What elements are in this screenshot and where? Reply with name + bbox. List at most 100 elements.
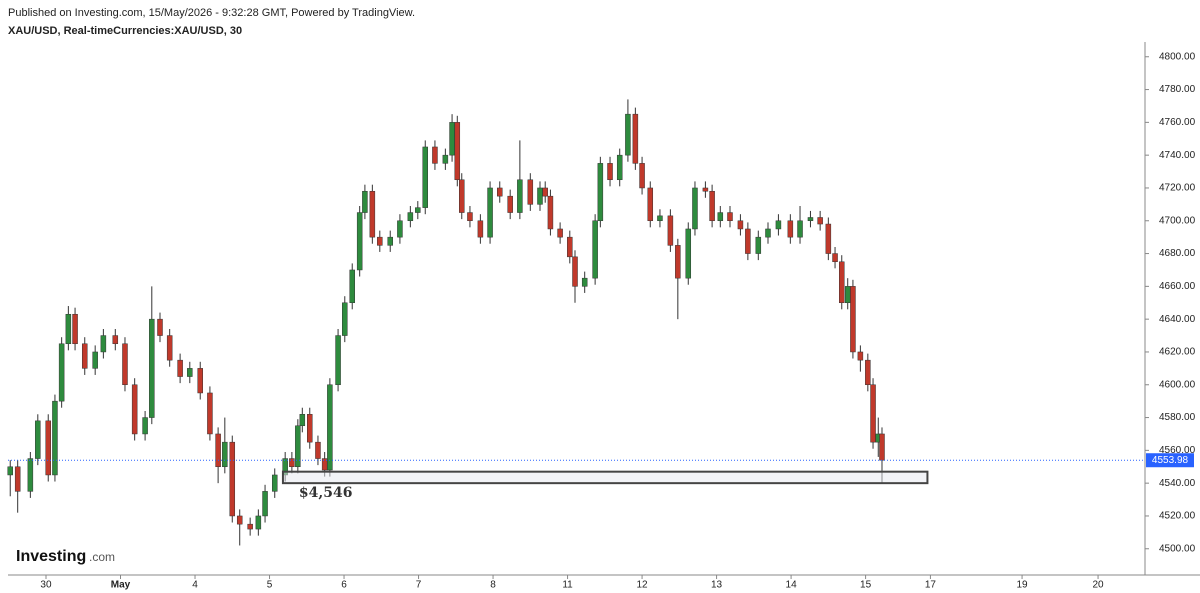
x-tick-label: May — [111, 580, 131, 591]
candle-body — [832, 253, 838, 263]
candle-body — [299, 414, 306, 427]
candle-body — [592, 220, 598, 279]
candle-body — [415, 207, 421, 213]
plot — [7, 99, 885, 546]
candle-body — [797, 220, 803, 238]
candle-body — [307, 414, 313, 443]
candle-body — [157, 318, 163, 336]
candle-body — [377, 236, 383, 246]
last-price-label: 4553.98 — [1152, 455, 1189, 466]
candle-body — [177, 359, 183, 377]
x-tick-label: 8 — [490, 580, 496, 591]
candle-body — [517, 179, 523, 213]
candle-body — [647, 187, 654, 222]
candle-body — [27, 458, 34, 492]
candle-body — [65, 313, 72, 345]
candle-body — [857, 351, 864, 361]
candle-body — [222, 441, 228, 468]
candle-body — [442, 154, 449, 164]
candle-body — [477, 220, 484, 238]
candle-body — [745, 228, 751, 254]
candle-body — [737, 220, 744, 230]
support-zone — [281, 470, 929, 485]
candle-body — [765, 228, 771, 238]
candle-body — [537, 187, 543, 205]
candle-body — [407, 212, 414, 222]
candle-body — [432, 146, 438, 164]
candle-body — [632, 113, 639, 164]
symbol-line: XAU/USD, Real-timeCurrencies:XAU/USD, 30 — [8, 25, 242, 37]
candle-body — [717, 212, 724, 222]
x-tick-label: 4 — [192, 580, 198, 591]
candle-body — [542, 187, 548, 197]
candle-body — [229, 441, 236, 517]
y-tick-label: 4720.00 — [1159, 183, 1196, 194]
candle-body — [387, 236, 393, 246]
zone-label: $4,546 — [299, 485, 353, 501]
logo-suffix: .com — [89, 550, 115, 564]
y-tick-label: 4540.00 — [1159, 478, 1196, 489]
candle-body — [187, 368, 193, 377]
candle-body — [315, 441, 321, 459]
y-tick-label: 4500.00 — [1159, 543, 1196, 554]
candle-body — [685, 228, 692, 279]
y-tick-label: 4640.00 — [1159, 314, 1196, 325]
y-tick-label: 4660.00 — [1159, 281, 1196, 292]
candle-body — [581, 277, 588, 287]
x-tick-label: 17 — [925, 580, 937, 591]
candle-body — [709, 190, 715, 222]
candle-body — [865, 359, 871, 386]
candle-body — [839, 261, 845, 304]
candle-body — [72, 313, 78, 345]
candle-body — [572, 256, 578, 287]
x-tick-label: 11 — [562, 580, 573, 591]
candle-body — [422, 146, 428, 208]
candle-body — [142, 417, 148, 435]
candle-body — [149, 318, 155, 418]
candle-body — [349, 269, 355, 304]
x-tick-label: 14 — [786, 580, 798, 591]
candle-body — [271, 474, 278, 492]
candle-body — [45, 420, 51, 476]
x-tick-label: 30 — [40, 580, 52, 591]
y-tick-label: 4520.00 — [1159, 511, 1196, 522]
candle-body — [557, 228, 563, 238]
candle-body — [131, 384, 138, 435]
candle-body — [449, 122, 455, 156]
candle-body — [850, 286, 856, 353]
candle-body — [639, 163, 645, 189]
candle-body — [262, 491, 268, 517]
candle-body — [497, 187, 503, 197]
candle-body — [122, 343, 128, 386]
candle-body — [369, 190, 376, 238]
candle-body — [166, 335, 173, 361]
candle-body — [702, 187, 709, 192]
candle-body — [667, 215, 674, 246]
y-tick-label: 4580.00 — [1159, 412, 1196, 423]
x-tick-label: 13 — [711, 580, 723, 591]
candle-body — [236, 515, 243, 525]
y-tick-label: 4800.00 — [1159, 51, 1196, 62]
candle-body — [775, 220, 782, 230]
y-tick-label: 4620.00 — [1159, 347, 1196, 358]
candle-body — [255, 515, 262, 530]
candle-body — [817, 217, 823, 225]
candle-body — [787, 220, 794, 238]
candle-body — [616, 154, 623, 181]
x-tick-label: 19 — [1016, 580, 1028, 591]
candle-body — [607, 163, 613, 181]
x-tick-label: 20 — [1092, 580, 1104, 591]
x-tick-label: 7 — [416, 580, 422, 591]
candle-body — [625, 113, 631, 156]
candle-body — [52, 400, 58, 476]
candle-body — [657, 215, 663, 222]
candle-body — [197, 368, 203, 394]
candle-body — [207, 392, 213, 435]
candle-body — [454, 122, 461, 181]
candle-body — [58, 343, 65, 402]
candle-body — [397, 220, 403, 238]
candle-body — [527, 179, 534, 205]
candle-body — [755, 236, 762, 254]
